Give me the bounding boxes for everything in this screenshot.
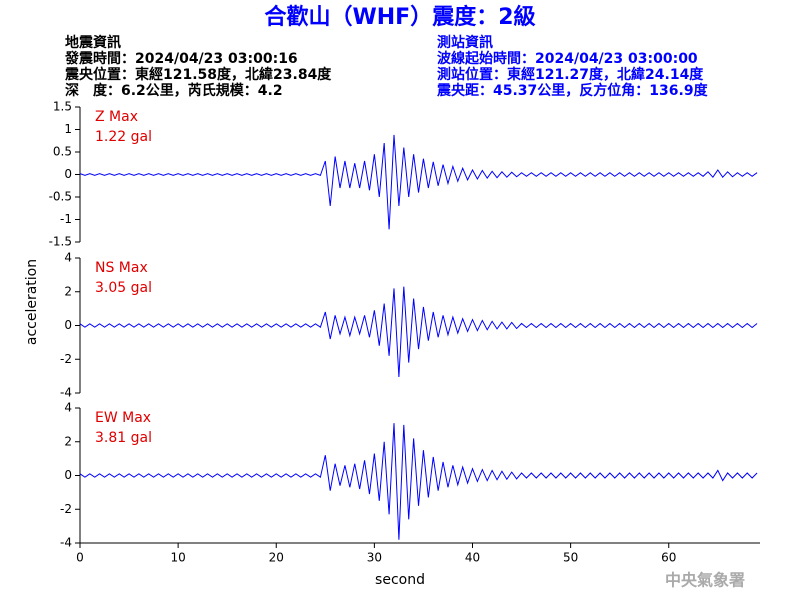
- y-tick-label: -4: [60, 386, 72, 400]
- info-left: 發震時間：2024/04/23 03:00:16: [64, 50, 298, 67]
- panel-subtitle: 3.05 gal: [95, 280, 152, 296]
- y-tick-label: 4: [64, 251, 72, 265]
- y-tick-label: -1: [60, 212, 72, 226]
- y-tick-label: 0: [64, 318, 72, 332]
- panel-subtitle: 1.22 gal: [95, 129, 152, 145]
- y-tick-label: -1.5: [49, 235, 72, 249]
- watermark: 中央氣象署: [665, 571, 745, 590]
- panel-title: EW Max: [95, 410, 151, 426]
- y-tick-label: 0: [64, 167, 72, 181]
- y-tick-label: -0.5: [49, 190, 72, 204]
- waveform: [79, 286, 758, 377]
- y-tick-label: 0: [64, 468, 72, 482]
- y-tick-label: 2: [64, 284, 72, 298]
- x-tick-label: 50: [563, 551, 578, 565]
- y-axis-label: acceleration: [24, 259, 40, 345]
- y-tick-label: -2: [60, 352, 72, 366]
- info-left: 深 度：6.2公里，芮氏規模：4.2: [65, 82, 283, 99]
- y-tick-label: 1: [64, 122, 72, 136]
- x-tick-label: 10: [170, 551, 185, 565]
- y-tick-label: 1.5: [53, 100, 72, 114]
- info-right: 震央距：45.37公里，反方位角：136.9度: [436, 82, 709, 99]
- x-tick-label: 40: [465, 551, 480, 565]
- waveform: [79, 423, 758, 540]
- x-tick-label: 0: [76, 551, 84, 565]
- info-left: 地震資訊: [65, 34, 121, 51]
- panel-subtitle: 3.81 gal: [95, 430, 152, 446]
- y-tick-label: 4: [64, 401, 72, 415]
- info-right: 測站位置：東經121.27度，北緯24.14度: [437, 66, 704, 83]
- info-left: 震央位置：東經121.58度，北緯23.84度: [64, 66, 332, 83]
- panel-title: NS Max: [95, 260, 148, 276]
- info-right: 波線起始時間：2024/04/23 03:00:00: [437, 50, 698, 67]
- x-tick-label: 60: [661, 551, 676, 565]
- panel-title: Z Max: [95, 109, 138, 125]
- x-tick-label: 30: [367, 551, 382, 565]
- waveform: [79, 134, 758, 230]
- x-tick-label: 20: [269, 551, 284, 565]
- info-right: 測站資訊: [437, 34, 493, 51]
- y-tick-label: -2: [60, 502, 72, 516]
- y-tick-label: -4: [60, 536, 72, 550]
- title: 合歡山（WHF）震度：2級: [264, 4, 535, 30]
- x-axis-label: second: [375, 572, 425, 588]
- y-tick-label: 0.5: [53, 145, 72, 159]
- y-tick-label: 2: [64, 434, 72, 448]
